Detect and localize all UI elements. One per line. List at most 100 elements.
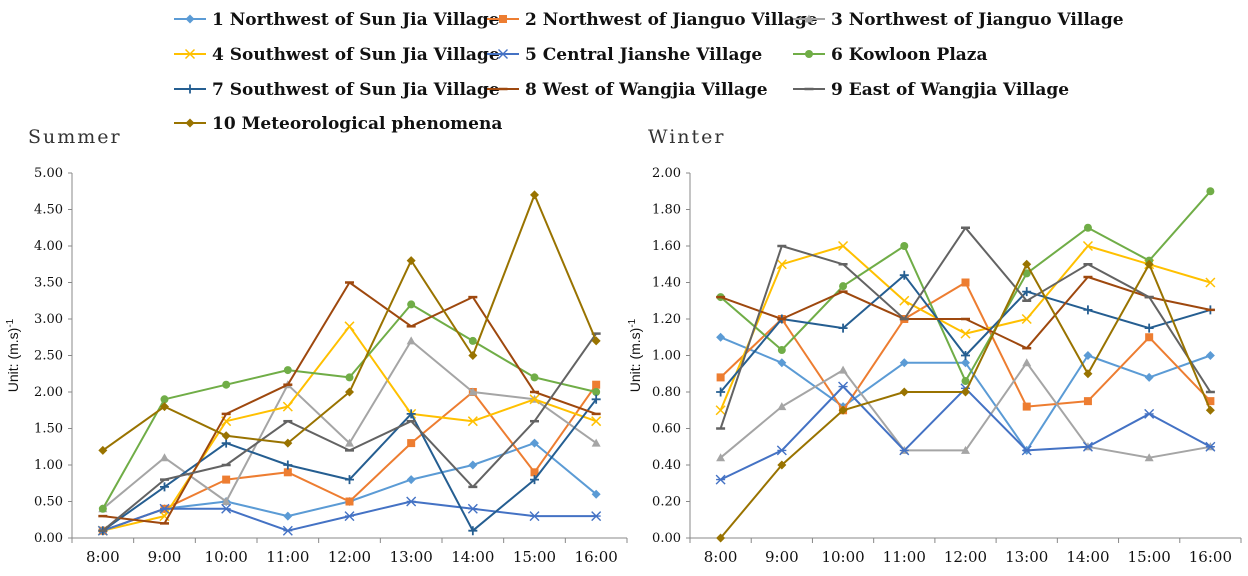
legend-label: 3 Northwest of Jianguo Village xyxy=(831,10,1124,30)
data-point xyxy=(716,453,726,462)
data-point xyxy=(222,380,231,389)
data-point xyxy=(406,256,416,266)
series-2-northwest-of-jianguo-village xyxy=(98,380,601,535)
y-tick-label: 1.20 xyxy=(652,312,681,327)
legend-marker xyxy=(804,14,814,23)
data-point xyxy=(1144,408,1155,419)
y-tick-label: 0.00 xyxy=(652,531,681,546)
data-point xyxy=(960,328,971,339)
data-point xyxy=(283,460,293,470)
x-tick-label: 13:00 xyxy=(390,548,433,566)
data-point xyxy=(1145,333,1154,342)
series-10-meteorological-phenomena xyxy=(716,259,1215,543)
data-point xyxy=(345,438,354,447)
series-9-east-of-wangjia-village xyxy=(98,332,601,532)
data-point xyxy=(961,445,970,454)
data-point xyxy=(591,489,601,499)
data-point xyxy=(1144,372,1154,382)
x-tick-label: 11:00 xyxy=(883,548,926,566)
y-tick-label: 0.20 xyxy=(652,495,681,510)
y-tick-label: 4.50 xyxy=(34,203,63,218)
series-9-east-of-wangjia-village xyxy=(716,226,1215,430)
data-point xyxy=(530,373,539,382)
x-tick-label: 16:00 xyxy=(1189,548,1232,566)
data-point xyxy=(1144,323,1154,333)
data-point xyxy=(160,402,169,412)
data-point xyxy=(1022,287,1032,297)
legend-item-8-west-of-wangjia-village: 8 West of Wangjia Village xyxy=(487,80,768,100)
chart-title: Summer xyxy=(28,126,122,148)
data-point xyxy=(222,475,231,484)
data-point xyxy=(468,336,477,345)
data-point xyxy=(961,377,970,386)
y-tick-label: 3.50 xyxy=(34,276,63,291)
legend-marker xyxy=(185,118,195,128)
data-point xyxy=(407,439,416,448)
series-7-southwest-of-sun-jia-village xyxy=(98,394,601,536)
data-point xyxy=(591,511,602,522)
data-point xyxy=(1206,187,1215,196)
y-tick-label: 3.00 xyxy=(34,312,63,327)
data-point xyxy=(468,460,478,470)
y-tick-label: 0.50 xyxy=(34,495,63,510)
data-point xyxy=(716,387,726,397)
data-point xyxy=(716,373,725,382)
series-line xyxy=(719,361,1211,459)
legend-item-6-kowloon-plaza: 6 Kowloon Plaza xyxy=(793,45,987,65)
legend-label: 1 Northwest of Sun Jia Village xyxy=(212,10,500,30)
data-point xyxy=(530,190,539,200)
data-point xyxy=(776,445,787,456)
x-tick-label: 14:00 xyxy=(451,548,494,566)
data-point xyxy=(838,381,849,392)
legend-item-5-central-jianshe-village: 5 Central Jianshe Village xyxy=(487,45,762,65)
legend-marker xyxy=(185,84,195,94)
x-tick-label: 10:00 xyxy=(205,548,248,566)
x-tick-label: 13:00 xyxy=(1005,548,1048,566)
y-tick-label: 5.00 xyxy=(34,166,63,181)
series-line xyxy=(719,245,1211,411)
legend-item-4-southwest-of-sun-jia-village: 4 Southwest of Sun Jia Village xyxy=(174,45,500,65)
x-tick-label: 16:00 xyxy=(575,548,618,566)
legend-item-3-northwest-of-jianguo-village: 3 Northwest of Jianguo Village xyxy=(793,10,1124,30)
data-point xyxy=(591,438,601,447)
data-point xyxy=(1144,259,1154,269)
data-point xyxy=(98,504,107,513)
data-point xyxy=(961,358,970,368)
data-point xyxy=(282,525,293,536)
y-tick-label: 2.00 xyxy=(34,385,63,400)
legend: 1 Northwest of Sun Jia Village 2 Northwes… xyxy=(174,10,1124,134)
x-tick-label: 9:00 xyxy=(765,548,799,566)
y-tick-label: 1.80 xyxy=(652,203,681,218)
data-point xyxy=(468,526,478,536)
data-point xyxy=(344,511,355,522)
data-point xyxy=(776,259,787,270)
y-tick-label: 1.50 xyxy=(34,422,63,437)
series-6-kowloon-plaza xyxy=(98,300,601,513)
data-point xyxy=(344,321,355,332)
y-tick-label: 1.00 xyxy=(652,349,681,364)
y-tick-label: 4.00 xyxy=(34,239,63,254)
legend-label: 6 Kowloon Plaza xyxy=(831,45,987,65)
data-point xyxy=(1083,305,1093,315)
y-tick-label: 1.00 xyxy=(34,458,63,473)
data-point xyxy=(1022,269,1031,278)
series-4-southwest-of-sun-jia-village xyxy=(715,240,1216,416)
legend-label: 5 Central Jianshe Village xyxy=(525,45,762,65)
data-point xyxy=(716,332,726,342)
data-point xyxy=(1205,405,1215,415)
data-point xyxy=(899,295,910,306)
data-point xyxy=(221,503,232,514)
data-point xyxy=(407,300,416,309)
legend-label: 9 East of Wangjia Village xyxy=(831,80,1069,100)
data-point xyxy=(159,503,170,514)
data-point xyxy=(468,387,478,396)
data-point xyxy=(715,474,726,485)
data-point xyxy=(777,460,787,470)
legend-item-2-northwest-of-jianguo-village: 2 Northwest of Jianguo Village xyxy=(487,10,818,30)
y-tick-label: 1.60 xyxy=(652,239,681,254)
y-tick-label: 0.40 xyxy=(652,458,681,473)
data-point xyxy=(839,282,848,291)
data-point xyxy=(529,511,540,522)
legend-marker xyxy=(499,15,507,23)
